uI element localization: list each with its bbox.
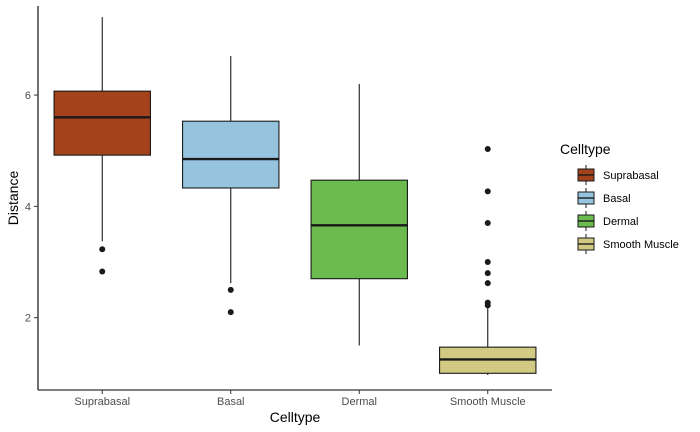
box-basal [182,56,280,316]
legend-label: Dermal [603,216,638,228]
box-body [182,120,280,189]
legend-label: Smooth Muscle [603,239,679,251]
legend-title: Celltype [560,141,611,157]
box-body [310,179,408,280]
outlier-point [99,268,106,275]
y-axis-title: Distance [5,171,21,226]
x-axis-title: Celltype [270,409,321,425]
outlier-point [484,259,491,265]
legend-item-dermal: Dermal [577,211,638,231]
box-suprabasal [53,17,151,275]
box-body [53,90,151,156]
axes: 2 4 6 Suprabasal Basal Dermal Smooth Muscle [25,6,552,408]
legend-item-basal: Basal [577,188,631,208]
legend: Celltype Suprabasal Basal Dermal Smooth Mus… [560,141,679,254]
legend-label: Basal [603,193,631,205]
outlier-point [484,270,491,277]
outlier-point [227,286,234,293]
x-tick-label: Basal [217,396,245,408]
legend-label: Suprabasal [603,170,659,182]
outlier-point [484,302,491,309]
outlier-point [484,188,491,195]
plot-area [53,17,537,375]
y-tick-label: 6 [25,90,31,102]
x-tick-label: Smooth Muscle [450,396,526,408]
outlier-point [484,146,491,153]
box-dermal [310,83,408,346]
outlier-point [99,246,106,253]
legend-item-suprabasal: Suprabasal [577,165,659,185]
y-tick-label: 2 [25,313,31,325]
legend-item-smooth-muscle: Smooth Muscle [577,234,679,254]
box-smooth-muscle [439,146,537,375]
x-tick-label: Dermal [342,396,377,408]
outlier-point [227,309,234,316]
outlier-point [484,220,491,227]
y-tick-label: 4 [25,201,31,213]
outlier-point [484,280,491,287]
x-tick-label: Suprabasal [74,396,130,408]
